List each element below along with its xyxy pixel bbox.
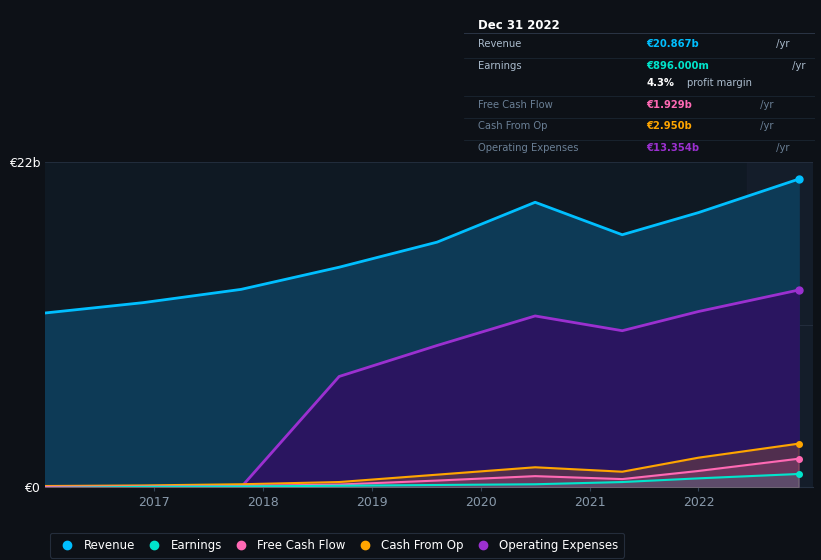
Text: €20.867b: €20.867b: [647, 39, 699, 49]
Text: Free Cash Flow: Free Cash Flow: [478, 100, 553, 110]
Text: /yr: /yr: [757, 100, 773, 110]
Bar: [747, 162, 813, 487]
Text: /yr: /yr: [773, 39, 790, 49]
Text: Cash From Op: Cash From Op: [478, 121, 548, 131]
Text: profit margin: profit margin: [687, 78, 752, 88]
Text: Earnings: Earnings: [478, 61, 521, 71]
Text: €13.354b: €13.354b: [647, 143, 699, 153]
Text: Operating Expenses: Operating Expenses: [478, 143, 579, 153]
Text: Revenue: Revenue: [478, 39, 521, 49]
Text: €896.000m: €896.000m: [647, 61, 709, 71]
Text: 4.3%: 4.3%: [647, 78, 675, 88]
Text: /yr: /yr: [757, 121, 773, 131]
Text: /yr: /yr: [773, 143, 790, 153]
Text: Dec 31 2022: Dec 31 2022: [478, 20, 560, 32]
Text: €1.929b: €1.929b: [647, 100, 692, 110]
Legend: Revenue, Earnings, Free Cash Flow, Cash From Op, Operating Expenses: Revenue, Earnings, Free Cash Flow, Cash …: [49, 533, 624, 558]
Text: /yr: /yr: [789, 61, 805, 71]
Text: €2.950b: €2.950b: [647, 121, 692, 131]
